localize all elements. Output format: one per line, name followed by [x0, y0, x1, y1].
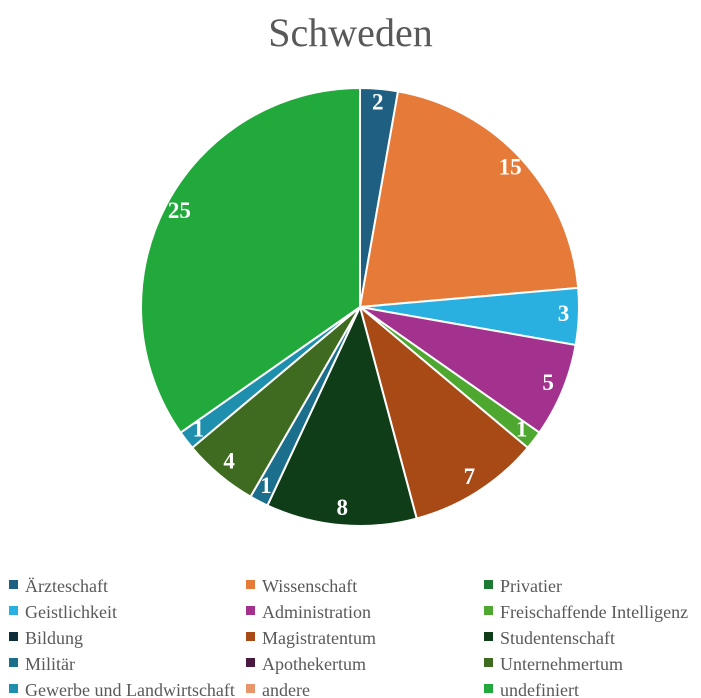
svg-text:1: 1 — [516, 416, 528, 441]
svg-text:5: 5 — [542, 370, 554, 395]
svg-text:3: 3 — [558, 301, 570, 326]
svg-text:7: 7 — [464, 464, 476, 489]
svg-text:8: 8 — [337, 495, 349, 520]
svg-text:1: 1 — [260, 473, 272, 498]
svg-text:4: 4 — [223, 448, 235, 473]
svg-text:1: 1 — [193, 416, 205, 441]
svg-text:2: 2 — [372, 89, 384, 114]
svg-text:25: 25 — [168, 198, 191, 223]
svg-text:15: 15 — [499, 155, 522, 180]
